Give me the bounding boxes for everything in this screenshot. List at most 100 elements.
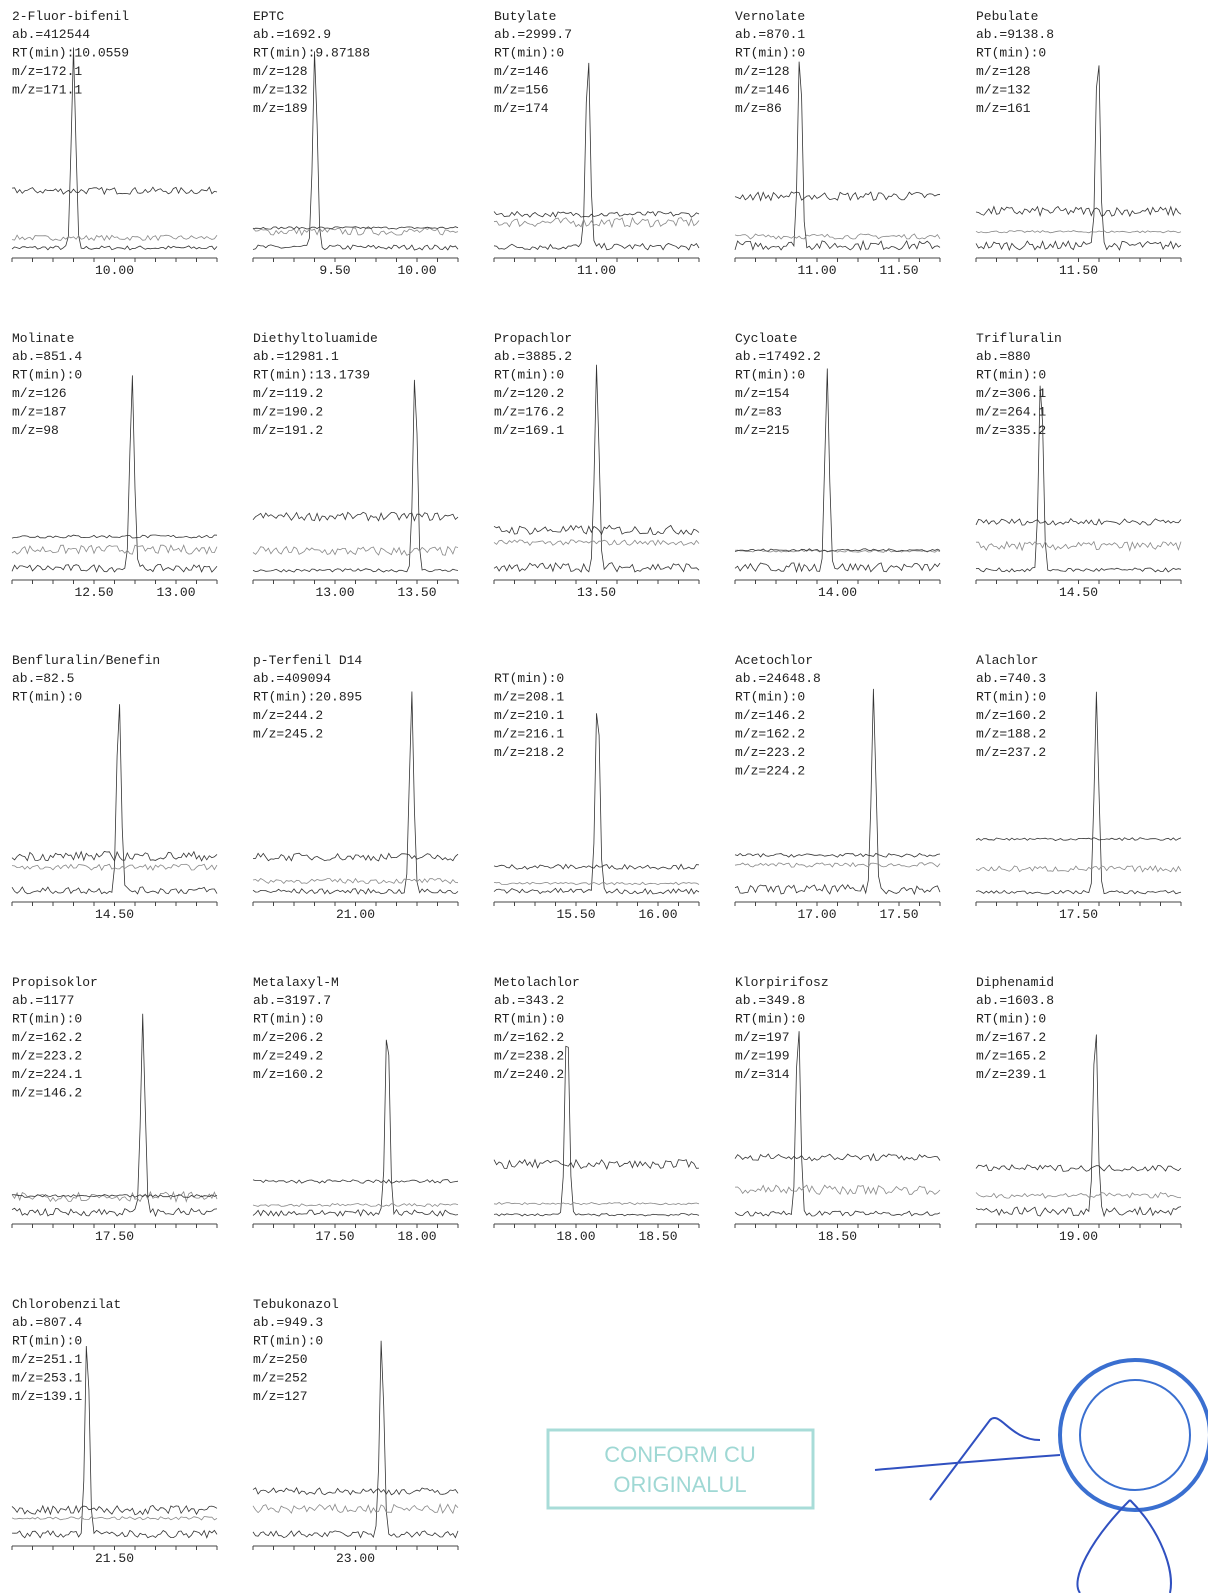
info-line: m/z=206.2 (253, 1030, 323, 1045)
trace (11, 1013, 218, 1218)
info-line: m/z=215 (735, 423, 790, 438)
info-line: m/z=132 (976, 83, 1031, 98)
compound-name: Benfluralin/Benefin (12, 653, 160, 668)
x-tick-label: 12.50 (74, 585, 113, 600)
trace (252, 227, 459, 236)
trace (252, 852, 459, 862)
trace (734, 861, 941, 868)
info-line: ab.=1177 (12, 993, 74, 1008)
stamp-text: CONFORM CU (604, 1442, 756, 1467)
trace (493, 364, 700, 573)
trace (975, 837, 1182, 841)
info-line: m/z=245.2 (253, 727, 323, 742)
x-tick-label: 13.50 (397, 585, 436, 600)
trace (11, 1345, 218, 1539)
trace (734, 1184, 941, 1196)
info-line: ab.=880 (976, 349, 1031, 364)
info-line: m/z=224.1 (12, 1067, 82, 1082)
info-line: m/z=216.1 (494, 727, 564, 742)
info-line: RT(min):0 (12, 368, 82, 383)
trace (975, 517, 1182, 526)
info-line: m/z=191.2 (253, 423, 323, 438)
info-line: m/z=176.2 (494, 405, 564, 420)
trace (975, 1191, 1182, 1199)
info-line: m/z=240.2 (494, 1067, 564, 1082)
info-line: ab.=349.8 (735, 993, 805, 1008)
trace (493, 62, 700, 251)
trace (252, 1486, 459, 1496)
info-line: ab.=1603.8 (976, 993, 1054, 1008)
compound-name: Chlorobenzilat (12, 1297, 121, 1312)
compound-name: Klorpirifosz (735, 975, 829, 990)
trace (11, 234, 218, 242)
info-line: RT(min):0 (976, 368, 1046, 383)
info-line: RT(min):0 (976, 46, 1046, 61)
info-line: m/z=197 (735, 1030, 790, 1045)
info-line: ab.=12981.1 (253, 349, 339, 364)
trace (975, 230, 1182, 234)
info-line: m/z=127 (253, 1389, 308, 1404)
info-line: m/z=223.2 (12, 1049, 82, 1064)
info-line: m/z=162.2 (494, 1030, 564, 1045)
info-line: m/z=218.2 (494, 745, 564, 760)
info-line: m/z=189 (253, 101, 308, 116)
trace (11, 534, 218, 539)
x-tick-label: 21.50 (95, 1551, 134, 1566)
trace (975, 1164, 1182, 1172)
info-line: m/z=250 (253, 1352, 308, 1367)
info-line: ab.=3197.7 (253, 993, 331, 1008)
info-line: m/z=172.1 (12, 64, 82, 79)
x-tick-label: 17.50 (95, 1229, 134, 1244)
info-line: RT(min):0 (494, 671, 564, 686)
info-line: m/z=167.2 (976, 1030, 1046, 1045)
compound-name: Diethyltoluamide (253, 331, 378, 346)
trace (252, 1039, 459, 1217)
info-line: RT(min):0 (494, 1012, 564, 1027)
info-line: m/z=223.2 (735, 745, 805, 760)
x-tick-label: 14.00 (818, 585, 857, 600)
x-tick-label: 17.50 (1059, 907, 1098, 922)
compound-name: Propisoklor (12, 975, 98, 990)
signature (874, 1417, 1172, 1593)
compound-name: p-Terfenil D14 (253, 653, 362, 668)
info-line: RT(min):0 (976, 1012, 1046, 1027)
compound-name: Tebukonazol (253, 1297, 339, 1312)
info-line: ab.=343.2 (494, 993, 564, 1008)
info-line: m/z=160.2 (253, 1067, 323, 1082)
info-line: RT(min):0 (735, 46, 805, 61)
trace (252, 511, 459, 522)
info-line: m/z=306.1 (976, 386, 1046, 401)
x-tick-label: 21.00 (336, 907, 375, 922)
trace (493, 539, 700, 547)
info-line: m/z=132 (253, 83, 308, 98)
trace (493, 713, 700, 895)
trace (975, 65, 1182, 252)
x-tick-label: 15.50 (556, 907, 595, 922)
info-line: m/z=314 (735, 1067, 790, 1082)
x-tick-label: 13.00 (156, 585, 195, 600)
info-line: m/z=224.2 (735, 764, 805, 779)
trace (252, 1179, 459, 1184)
info-line: m/z=238.2 (494, 1049, 564, 1064)
info-line: RT(min):0 (253, 1012, 323, 1027)
info-line: m/z=239.1 (976, 1067, 1046, 1082)
x-tick-label: 11.00 (797, 263, 836, 278)
info-line: m/z=174 (494, 101, 549, 116)
info-line: m/z=126 (12, 386, 67, 401)
info-line: RT(min):0 (735, 690, 805, 705)
x-tick-label: 13.00 (315, 585, 354, 600)
info-line: RT(min):9.87188 (253, 46, 370, 61)
trace (734, 191, 941, 202)
trace (11, 186, 218, 196)
trace (734, 548, 941, 552)
trace (252, 1340, 459, 1539)
info-line: RT(min):0 (494, 368, 564, 383)
x-tick-label: 10.00 (95, 263, 134, 278)
info-line: m/z=139.1 (12, 1389, 82, 1404)
info-line: RT(min):0 (735, 368, 805, 383)
info-line: m/z=86 (735, 101, 782, 116)
info-line: m/z=156 (494, 83, 549, 98)
info-line: m/z=199 (735, 1049, 790, 1064)
trace (975, 1034, 1182, 1218)
trace (734, 852, 941, 858)
